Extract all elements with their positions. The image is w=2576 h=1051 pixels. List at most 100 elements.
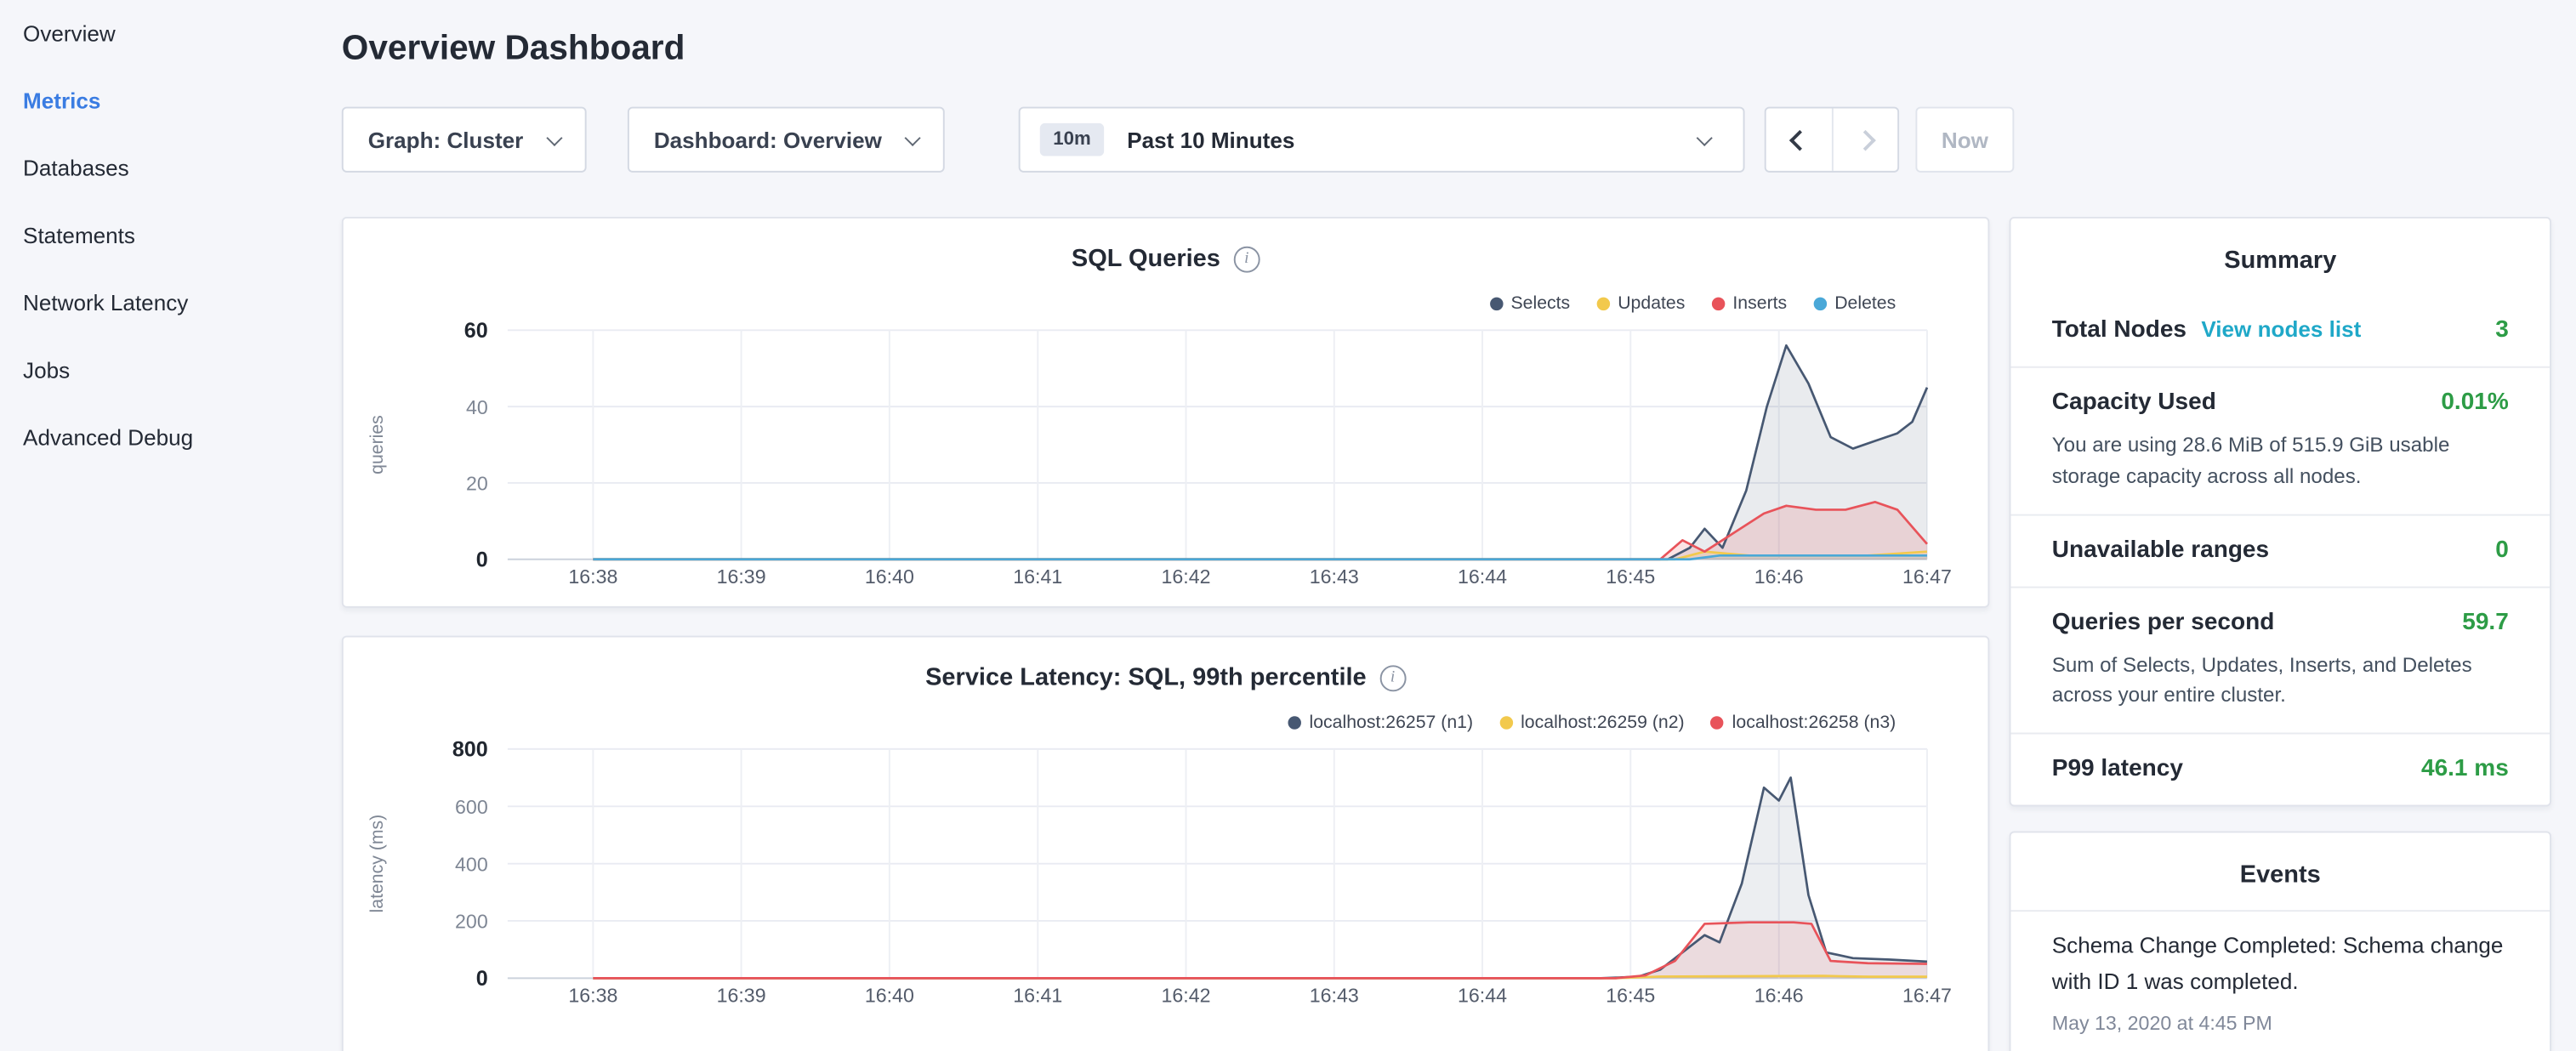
right-column: Summary Total Nodes View nodes list 3 Capac… xyxy=(2010,217,2551,1051)
legend-item-localhost-26259-n2: localhost:26259 (n2) xyxy=(1499,713,1685,732)
chart-header: Service Latency: SQL, 99th percentile i xyxy=(344,663,1988,691)
summary-row-total-nodes: Total Nodes View nodes list 3 xyxy=(2010,296,2550,366)
legend-item-localhost-26258-n3: localhost:26258 (n3) xyxy=(1711,713,1896,732)
time-range-label: Past 10 Minutes xyxy=(1127,128,1294,152)
legend-label: Updates xyxy=(1618,294,1685,314)
svg-text:16:45: 16:45 xyxy=(1606,984,1655,1006)
time-forward-button[interactable] xyxy=(1832,108,1897,170)
legend-dot-icon xyxy=(1711,298,1724,310)
chart-plot-area: 020040060080016:3816:3916:4016:4116:4216… xyxy=(344,638,1990,1051)
legend-label: Inserts xyxy=(1732,294,1787,314)
summary-value: 46.1 ms xyxy=(2421,756,2509,782)
svg-text:16:42: 16:42 xyxy=(1162,984,1211,1006)
summary-panel-title: Summary xyxy=(2010,219,2550,296)
chevron-down-icon xyxy=(1697,130,1713,146)
summary-label: Unavailable ranges xyxy=(2052,537,2269,563)
chevron-left-icon xyxy=(1788,129,1810,151)
svg-text:16:45: 16:45 xyxy=(1606,565,1655,588)
svg-text:16:41: 16:41 xyxy=(1013,565,1062,588)
svg-text:200: 200 xyxy=(455,911,488,933)
summary-label: Queries per second xyxy=(2052,609,2275,635)
sidebar-item-advanced-debug[interactable]: Advanced Debug xyxy=(0,404,342,471)
svg-text:16:46: 16:46 xyxy=(1754,565,1804,588)
legend-dot-icon xyxy=(1288,716,1300,729)
time-back-button[interactable] xyxy=(1766,108,1832,170)
svg-text:16:40: 16:40 xyxy=(865,984,914,1006)
sidebar-item-network-latency[interactable]: Network Latency xyxy=(0,270,342,337)
summary-value: 3 xyxy=(2495,317,2509,344)
svg-text:16:44: 16:44 xyxy=(1458,984,1507,1006)
summary-description: Sum of Selects, Updates, Inserts, and De… xyxy=(2052,650,2509,711)
legend-dot-icon xyxy=(1596,298,1609,310)
time-step-group xyxy=(1765,107,1899,173)
summary-row-header: P99 latency 46.1 ms xyxy=(2052,754,2509,784)
sidebar-item-statements[interactable]: Statements xyxy=(0,202,342,270)
chevron-down-icon xyxy=(546,129,562,145)
sidebar-item-databases[interactable]: Databases xyxy=(0,134,342,202)
chart-card-sql-queries: 020406016:3816:3916:4016:4116:4216:4316:… xyxy=(342,217,1990,608)
svg-text:20: 20 xyxy=(466,473,488,495)
chart-plot-area: 020406016:3816:3916:4016:4116:4216:4316:… xyxy=(344,219,1990,608)
info-icon[interactable]: i xyxy=(1379,664,1406,690)
legend-dot-icon xyxy=(1711,716,1724,729)
sidebar-item-metrics[interactable]: Metrics xyxy=(0,67,342,134)
legend-label: Selects xyxy=(1510,294,1570,314)
chart-title: SQL Queries xyxy=(1072,245,1220,273)
legend-item-inserts: Inserts xyxy=(1711,294,1787,314)
summary-row-header: Capacity Used0.01% xyxy=(2052,388,2509,418)
legend-dot-icon xyxy=(1489,298,1502,310)
events-list: Schema Change Completed: Schema change w… xyxy=(2010,912,2550,1051)
legend-item-localhost-26257-n1: localhost:26257 (n1) xyxy=(1288,713,1473,732)
legend-label: localhost:26257 (n1) xyxy=(1309,713,1473,732)
svg-text:16:47: 16:47 xyxy=(1902,984,1952,1006)
graph-dropdown-label: Graph: Cluster xyxy=(368,128,524,152)
page-title: Overview Dashboard xyxy=(342,26,2576,72)
svg-text:600: 600 xyxy=(455,796,488,818)
svg-text:latency (ms): latency (ms) xyxy=(367,815,387,913)
svg-text:60: 60 xyxy=(464,319,488,343)
chevron-right-icon xyxy=(1855,129,1876,151)
chart-title: Service Latency: SQL, 99th percentile xyxy=(925,663,1367,691)
summary-row-left: Queries per second xyxy=(2052,607,2275,637)
summary-row-left: Total Nodes View nodes list xyxy=(2052,315,2362,345)
summary-row-p99-latency: P99 latency 46.1 ms xyxy=(2010,733,2550,805)
legend-item-selects: Selects xyxy=(1489,294,1570,314)
summary-label: Capacity Used xyxy=(2052,389,2216,416)
svg-text:16:44: 16:44 xyxy=(1458,565,1507,588)
chevron-down-icon xyxy=(905,129,921,145)
summary-row-unavailable-ranges: Unavailable ranges0 xyxy=(2010,514,2550,586)
info-icon[interactable]: i xyxy=(1233,246,1260,272)
charts-column: 020406016:3816:3916:4016:4116:4216:4316:… xyxy=(342,217,1990,1051)
svg-text:16:43: 16:43 xyxy=(1310,984,1359,1006)
legend-label: localhost:26258 (n3) xyxy=(1732,713,1896,732)
svg-text:0: 0 xyxy=(476,967,488,991)
summary-rows: Total Nodes View nodes list 3 Capacity Used… xyxy=(2010,296,2550,805)
time-range-dropdown[interactable]: 10m Past 10 Minutes xyxy=(1019,107,1745,173)
event-text: Schema Change Completed: Schema change w… xyxy=(2052,928,2509,1001)
summary-row-header: Unavailable ranges0 xyxy=(2052,535,2509,565)
svg-text:16:46: 16:46 xyxy=(1754,984,1804,1006)
summary-row-header: Total Nodes View nodes list 3 xyxy=(2052,315,2509,345)
summary-description: You are using 28.6 MiB of 515.9 GiB usab… xyxy=(2052,430,2509,491)
legend-dot-icon xyxy=(1813,298,1826,310)
svg-text:16:40: 16:40 xyxy=(865,565,914,588)
svg-text:400: 400 xyxy=(455,853,488,875)
legend-label: Deletes xyxy=(1834,294,1896,314)
summary-row-header: Queries per second59.7 xyxy=(2052,607,2509,637)
graph-dropdown[interactable]: Graph: Cluster xyxy=(342,107,587,173)
sidebar-item-jobs[interactable]: Jobs xyxy=(0,337,342,404)
dashboard-dropdown[interactable]: Dashboard: Overview xyxy=(628,107,945,173)
legend-dot-icon xyxy=(1499,716,1512,729)
svg-text:40: 40 xyxy=(466,396,488,418)
summary-label: Total Nodes xyxy=(2052,317,2186,344)
view-nodes-list-link[interactable]: View nodes list xyxy=(2201,317,2361,342)
now-button[interactable]: Now xyxy=(1915,107,2014,173)
app-root: OverviewMetricsDatabasesStatementsNetwor… xyxy=(0,0,2576,1051)
legend-label: localhost:26259 (n2) xyxy=(1521,713,1685,732)
summary-row-left: P99 latency xyxy=(2052,754,2183,784)
sidebar-item-overview[interactable]: Overview xyxy=(0,0,342,67)
svg-text:16:39: 16:39 xyxy=(717,984,766,1006)
sidebar-nav: OverviewMetricsDatabasesStatementsNetwor… xyxy=(0,0,342,1051)
summary-row-left: Capacity Used xyxy=(2052,388,2216,418)
summary-label: P99 latency xyxy=(2052,756,2183,782)
